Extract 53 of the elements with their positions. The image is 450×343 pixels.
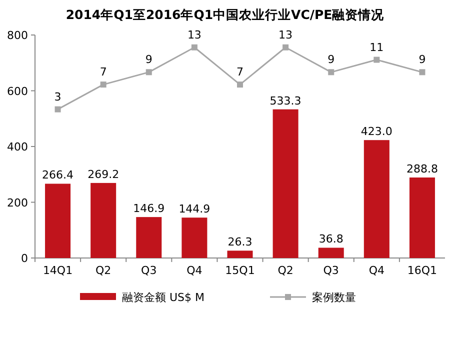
y-tick-label: 0 <box>21 252 28 265</box>
data-label: 423.0 <box>360 125 392 138</box>
bar <box>272 109 298 258</box>
x-tick-label: Q4 <box>368 264 385 277</box>
point <box>191 44 198 50</box>
y-tick-label: 200 <box>7 196 28 210</box>
point <box>282 44 289 50</box>
bar <box>364 140 390 258</box>
point <box>54 106 61 112</box>
bar <box>409 177 435 258</box>
data-label: 9 <box>328 53 335 66</box>
bar <box>182 218 208 258</box>
data-label: 9 <box>145 53 152 66</box>
point <box>100 82 106 88</box>
point <box>146 69 152 76</box>
x-tick-label: Q2 <box>95 264 112 277</box>
data-label: 7 <box>100 66 107 79</box>
bar <box>136 217 162 258</box>
point <box>237 82 243 88</box>
legend-label: 融资金额 US$ M <box>122 291 205 304</box>
y-tick-label: 800 <box>7 29 28 42</box>
bar <box>318 248 344 258</box>
x-tick-label: 15Q1 <box>225 264 255 277</box>
data-label: 26.3 <box>228 236 252 249</box>
point <box>374 56 380 63</box>
data-label: 7 <box>236 66 244 79</box>
chart-title: 2014年Q1至2016年Q1中国农业行业VC/PE融资情况 <box>66 7 386 22</box>
x-tick-label: Q3 <box>323 264 339 277</box>
data-label: 13 <box>187 28 202 42</box>
data-label: 146.9 <box>133 202 165 216</box>
x-tick-label: Q4 <box>186 264 202 277</box>
bar <box>90 182 116 258</box>
y-tick-label: 600 <box>7 84 28 98</box>
legend-label: 案例数量 <box>312 291 356 304</box>
data-label: 11 <box>370 40 384 54</box>
bar <box>227 250 253 258</box>
x-tick-label: 14Q1 <box>42 264 73 277</box>
data-label: 36.8 <box>318 232 344 246</box>
data-label: 13 <box>278 28 293 42</box>
y-tick-label: 400 <box>7 140 28 154</box>
x-tick-label: 16Q1 <box>407 264 438 277</box>
data-label: 3 <box>54 90 62 104</box>
data-label: 144.9 <box>178 202 210 216</box>
point <box>419 69 426 76</box>
data-label: 269.2 <box>88 168 120 181</box>
bar <box>45 184 71 258</box>
data-label: 266.4 <box>42 168 74 182</box>
data-label: 9 <box>418 53 426 66</box>
x-tick-label: Q2 <box>278 264 294 277</box>
data-label: 533.3 <box>270 94 302 108</box>
data-label: 288.8 <box>406 162 438 176</box>
x-tick-label: Q3 <box>141 264 157 277</box>
point <box>328 69 334 76</box>
